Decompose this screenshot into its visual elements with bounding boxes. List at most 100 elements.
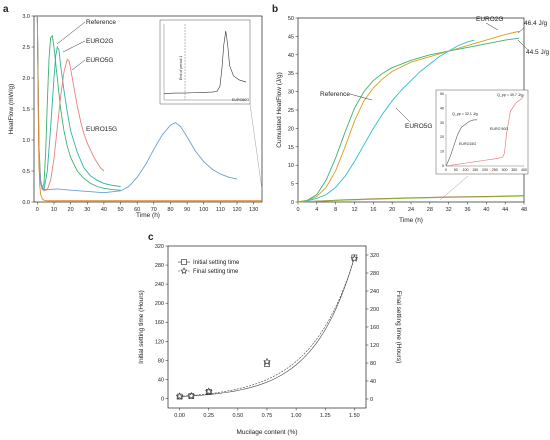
chart-b-lines — [297, 30, 525, 203]
chart-a-inset-legend: EURO50G — [232, 98, 249, 102]
xtick-label: 40 — [483, 207, 489, 213]
xtick-label: 44 — [502, 207, 508, 213]
xtick-label: 0 — [296, 207, 299, 213]
chart-a-arrow-reference — [56, 21, 86, 45]
chart-a-series-line-4 — [36, 15, 262, 202]
chart-a-inset-series — [163, 30, 247, 95]
xtick-label: 16 — [370, 207, 376, 213]
xtick-label: 24 — [408, 207, 414, 213]
ytick-label: 120 — [155, 339, 164, 345]
chart-b-ticks: 0 4 8 12 16 20 24 28 32 36 40 44 4805101520253035404… — [288, 16, 527, 213]
chart-a-xlabel: Time (h) — [136, 212, 160, 219]
y2tick-label: 320 — [370, 253, 379, 259]
chart-c-point-final — [263, 357, 271, 365]
xtick-label: 0.00 — [174, 413, 185, 419]
chart-b-inset-xtick: 250 — [492, 168, 498, 172]
ytick-label: 0.0 — [22, 200, 30, 206]
chart-c-point-final — [205, 387, 213, 395]
chart-a-label-reference: Reference — [86, 19, 116, 26]
chart-b-inset-euro15-line — [445, 119, 478, 167]
ytick-label: 50 — [288, 16, 294, 22]
chart-a-inset-note: End of period 1 — [179, 56, 183, 80]
chart-b-inset-ytick: 10 — [440, 150, 444, 154]
chart-c-point-final — [350, 254, 359, 262]
chart-a-arrow-euro2g — [62, 40, 86, 53]
chart-a-zoom-line — [249, 103, 263, 191]
chart-b-inset-ytick: 0 — [442, 164, 444, 168]
chart-a-series-line-2 — [36, 15, 105, 192]
xtick-label: 50 — [117, 207, 123, 213]
chart-b-series-line-2 — [297, 39, 475, 203]
xtick-label: 20 — [68, 207, 74, 213]
chart-b-inset-xtick: 200 — [482, 168, 488, 172]
ytick-label: 35 — [288, 71, 294, 77]
chart-b-inset-euro50: EURO 50G — [490, 127, 508, 131]
chart-b-series-line-0 — [297, 37, 520, 203]
xtick-label: 100 — [199, 207, 208, 213]
y2tick-label: 120 — [370, 343, 379, 349]
xtick-label: 120 — [232, 207, 241, 213]
ytick-label: 20 — [288, 126, 294, 132]
ytick-label: 3.0 — [22, 14, 30, 20]
ytick-label: 1.5 — [22, 107, 30, 113]
ytick-label: 80 — [158, 358, 164, 364]
chart-a-inset-frame — [159, 19, 251, 105]
chart-a: 0 10 20 30 40 50 60 70 80 90 100 110 120 130 0.0 0.5 1.0… — [8, 14, 263, 219]
ytick-label: 1.0 — [22, 138, 30, 144]
chart-b-label-euro5g: EURO5G — [405, 123, 432, 130]
chart-a-inset-line — [163, 24, 247, 101]
chart-c-ylabel: Initial setting time (Hours) — [138, 290, 145, 364]
chart-b-ylabel: Cumulated HeatFlow (J/g) — [276, 72, 283, 148]
chart-b-inset-euro50-line — [445, 94, 525, 167]
ytick-label: 2.5 — [22, 45, 30, 51]
ytick-label: 45 — [288, 34, 294, 40]
xtick-label: 0.25 — [203, 413, 214, 419]
chart-b-xlabel: Time (h) — [399, 217, 423, 224]
xtick-label: 0.75 — [262, 413, 273, 419]
chart-a-ticks: 0 10 20 30 40 50 60 70 80 90 100 110 120 130 0.0 0.5 1.0… — [22, 14, 258, 213]
xtick-label: 0.50 — [233, 413, 244, 419]
chart-b-arrow-ref-final — [517, 39, 529, 51]
chart-b-inset-euro15: EURO15G — [459, 142, 476, 146]
chart-b-inset-xtick: 100 — [463, 168, 469, 172]
xtick-label: 8 — [334, 207, 337, 213]
xtick-label: 1.00 — [291, 413, 302, 419]
chart-c-legend: Initial setting time Final setting time — [178, 259, 240, 275]
xtick-label: 0 — [36, 207, 39, 213]
xtick-label: 90 — [184, 207, 190, 213]
chart-b-inset-ytick: 20 — [440, 135, 444, 139]
chart-b-inset-q1: Q_pp = 32.1 J/g — [452, 112, 478, 116]
xtick-label: 60 — [134, 207, 140, 213]
chart-b-label-euro2g: EURO2G — [476, 16, 503, 23]
y2tick-label: 160 — [370, 325, 379, 331]
ytick-label: 30 — [288, 90, 294, 96]
chart-c-fit-line-0 — [179, 257, 355, 397]
ytick-label: 15 — [288, 145, 294, 151]
xtick-label: 36 — [464, 207, 470, 213]
chart-b-zoom-line — [439, 175, 469, 201]
ytick-label: 0 — [291, 200, 294, 206]
chart-b-inset-xtick: 350 — [511, 168, 517, 172]
ytick-label: 240 — [155, 282, 164, 288]
ytick-label: 40 — [288, 53, 294, 59]
chart-b-arrow-euro2g — [485, 22, 499, 31]
xtick-label: 48 — [521, 207, 527, 213]
chart-a-label-euro5g: EURO5G — [86, 57, 113, 64]
chart-b-inset-ytick: 30 — [440, 121, 444, 125]
chart-c-fit-line-1 — [179, 258, 355, 397]
ytick-label: 25 — [288, 108, 294, 114]
y2tick-label: 0 — [370, 397, 373, 403]
chart-a-label-euro15g: EURO15G — [86, 126, 117, 133]
chart-b-ann-ref-final: 44.5 J/g — [526, 49, 550, 56]
y2tick-label: 280 — [370, 271, 379, 277]
ytick-label: 10 — [288, 163, 294, 169]
xtick-label: 1.25 — [320, 413, 331, 419]
ytick-label: 200 — [155, 301, 164, 307]
chart-b-inset-frame — [435, 89, 529, 175]
xtick-label: 4 — [315, 207, 318, 213]
ytick-label: 40 — [158, 377, 164, 383]
chart-c-point-final — [187, 391, 196, 400]
xtick-label: 30 — [84, 207, 90, 213]
